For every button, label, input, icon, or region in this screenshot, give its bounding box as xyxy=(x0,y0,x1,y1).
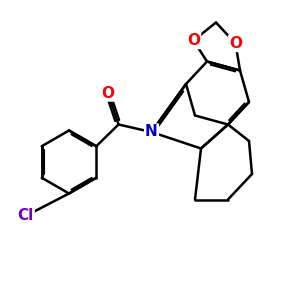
Text: O: O xyxy=(229,36,242,51)
Text: O: O xyxy=(101,85,115,100)
Text: O: O xyxy=(187,33,200,48)
Text: N: N xyxy=(145,124,158,140)
Text: Cl: Cl xyxy=(17,208,34,224)
